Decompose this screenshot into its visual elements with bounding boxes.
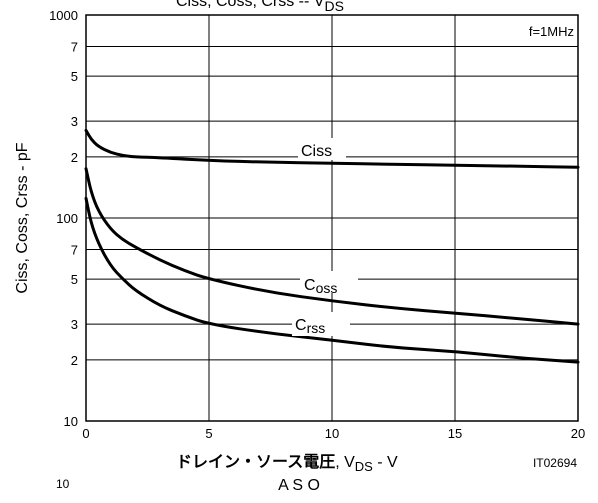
y-axis-ticks: 10 2 3 5 7 100 2 3 5 7 1000 — [49, 8, 78, 429]
series-line-coss — [84, 167, 580, 326]
x-tick-label: 20 — [571, 426, 585, 441]
y-axis-label: Ciss, Coss, Crss - pF — [14, 142, 31, 293]
chart-title: Ciss, Coss, Crss -- VDS — [176, 0, 344, 14]
y-tick-label: 7 — [71, 242, 78, 257]
note-box — [470, 17, 576, 41]
series-line-ciss — [84, 128, 580, 169]
y-tick-label: 5 — [71, 272, 78, 287]
x-axis-label: ドレイン・ソース電圧, VDS - V — [176, 453, 398, 474]
y-tick-label: 3 — [71, 114, 78, 129]
x-tick-label: 5 — [205, 426, 212, 441]
x-tick-label: 10 — [325, 426, 339, 441]
grid — [85, 14, 579, 422]
x-axis-ticks: 0 5 10 15 20 — [82, 426, 585, 441]
y-tick-label: 5 — [71, 69, 78, 84]
series-label-coss: Coss — [304, 277, 337, 296]
y-tick-label: 1000 — [49, 8, 78, 23]
plot-frame — [85, 14, 579, 422]
y-tick-label: 2 — [71, 353, 78, 368]
x-tick-label: 15 — [448, 426, 462, 441]
y-tick-label: 3 — [71, 317, 78, 332]
frequency-note: f=1MHz — [529, 24, 574, 39]
series-line-crss — [84, 196, 580, 364]
y-tick-label: 10 — [64, 414, 78, 429]
series-lines — [84, 128, 580, 364]
small-number: 10 — [56, 477, 70, 491]
figure-code: IT02694 — [533, 456, 577, 470]
series-label-ciss: Ciss — [301, 143, 332, 160]
series-label-crss: Crss — [295, 317, 325, 336]
next-chart-title: A S O — [278, 477, 320, 494]
x-tick-label: 0 — [82, 426, 89, 441]
y-tick-label: 100 — [56, 211, 78, 226]
y-tick-label: 2 — [71, 150, 78, 165]
y-tick-label: 7 — [71, 39, 78, 54]
